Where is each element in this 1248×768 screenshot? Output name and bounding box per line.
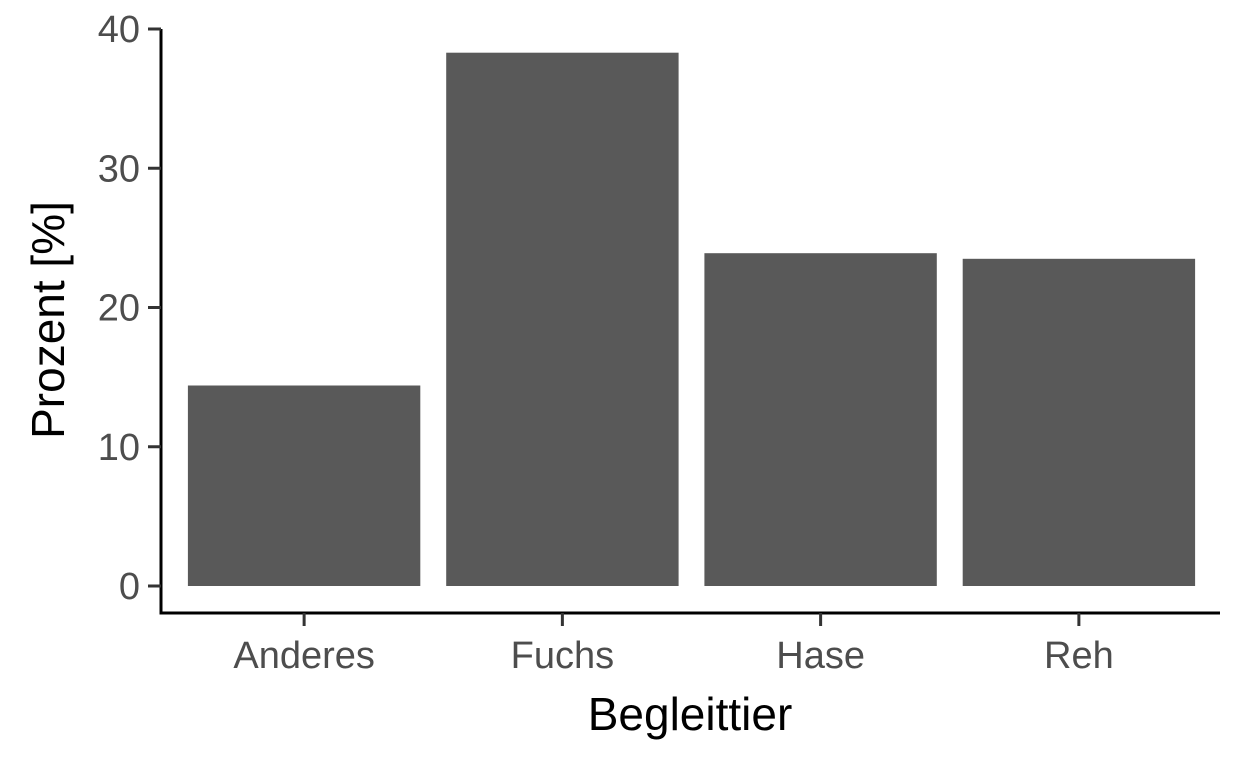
y-tick-label: 10 — [98, 427, 140, 469]
bar-anderes — [187, 385, 421, 586]
x-axis: Anderes Fuchs Hase Reh — [159, 611, 1220, 677]
bar-hase — [704, 253, 937, 586]
y-tick-label: 40 — [98, 9, 140, 51]
x-axis-title: Begleittier — [588, 688, 793, 740]
y-tick-label: 20 — [98, 288, 140, 330]
y-axis-title: Prozent [%] — [22, 201, 74, 439]
x-tick-label-anderes: Anderes — [233, 635, 375, 677]
bar-fuchs — [446, 52, 679, 586]
x-tick-label-hase: Hase — [776, 635, 865, 677]
x-tick-label-fuchs: Fuchs — [511, 635, 614, 677]
bar-reh — [962, 258, 1196, 586]
x-tick-label-reh: Reh — [1044, 635, 1114, 677]
y-axis: 0 10 20 30 40 — [98, 9, 163, 615]
y-tick-label: 30 — [98, 148, 140, 190]
y-tick-label: 0 — [119, 566, 140, 608]
bars-group — [187, 52, 1196, 586]
